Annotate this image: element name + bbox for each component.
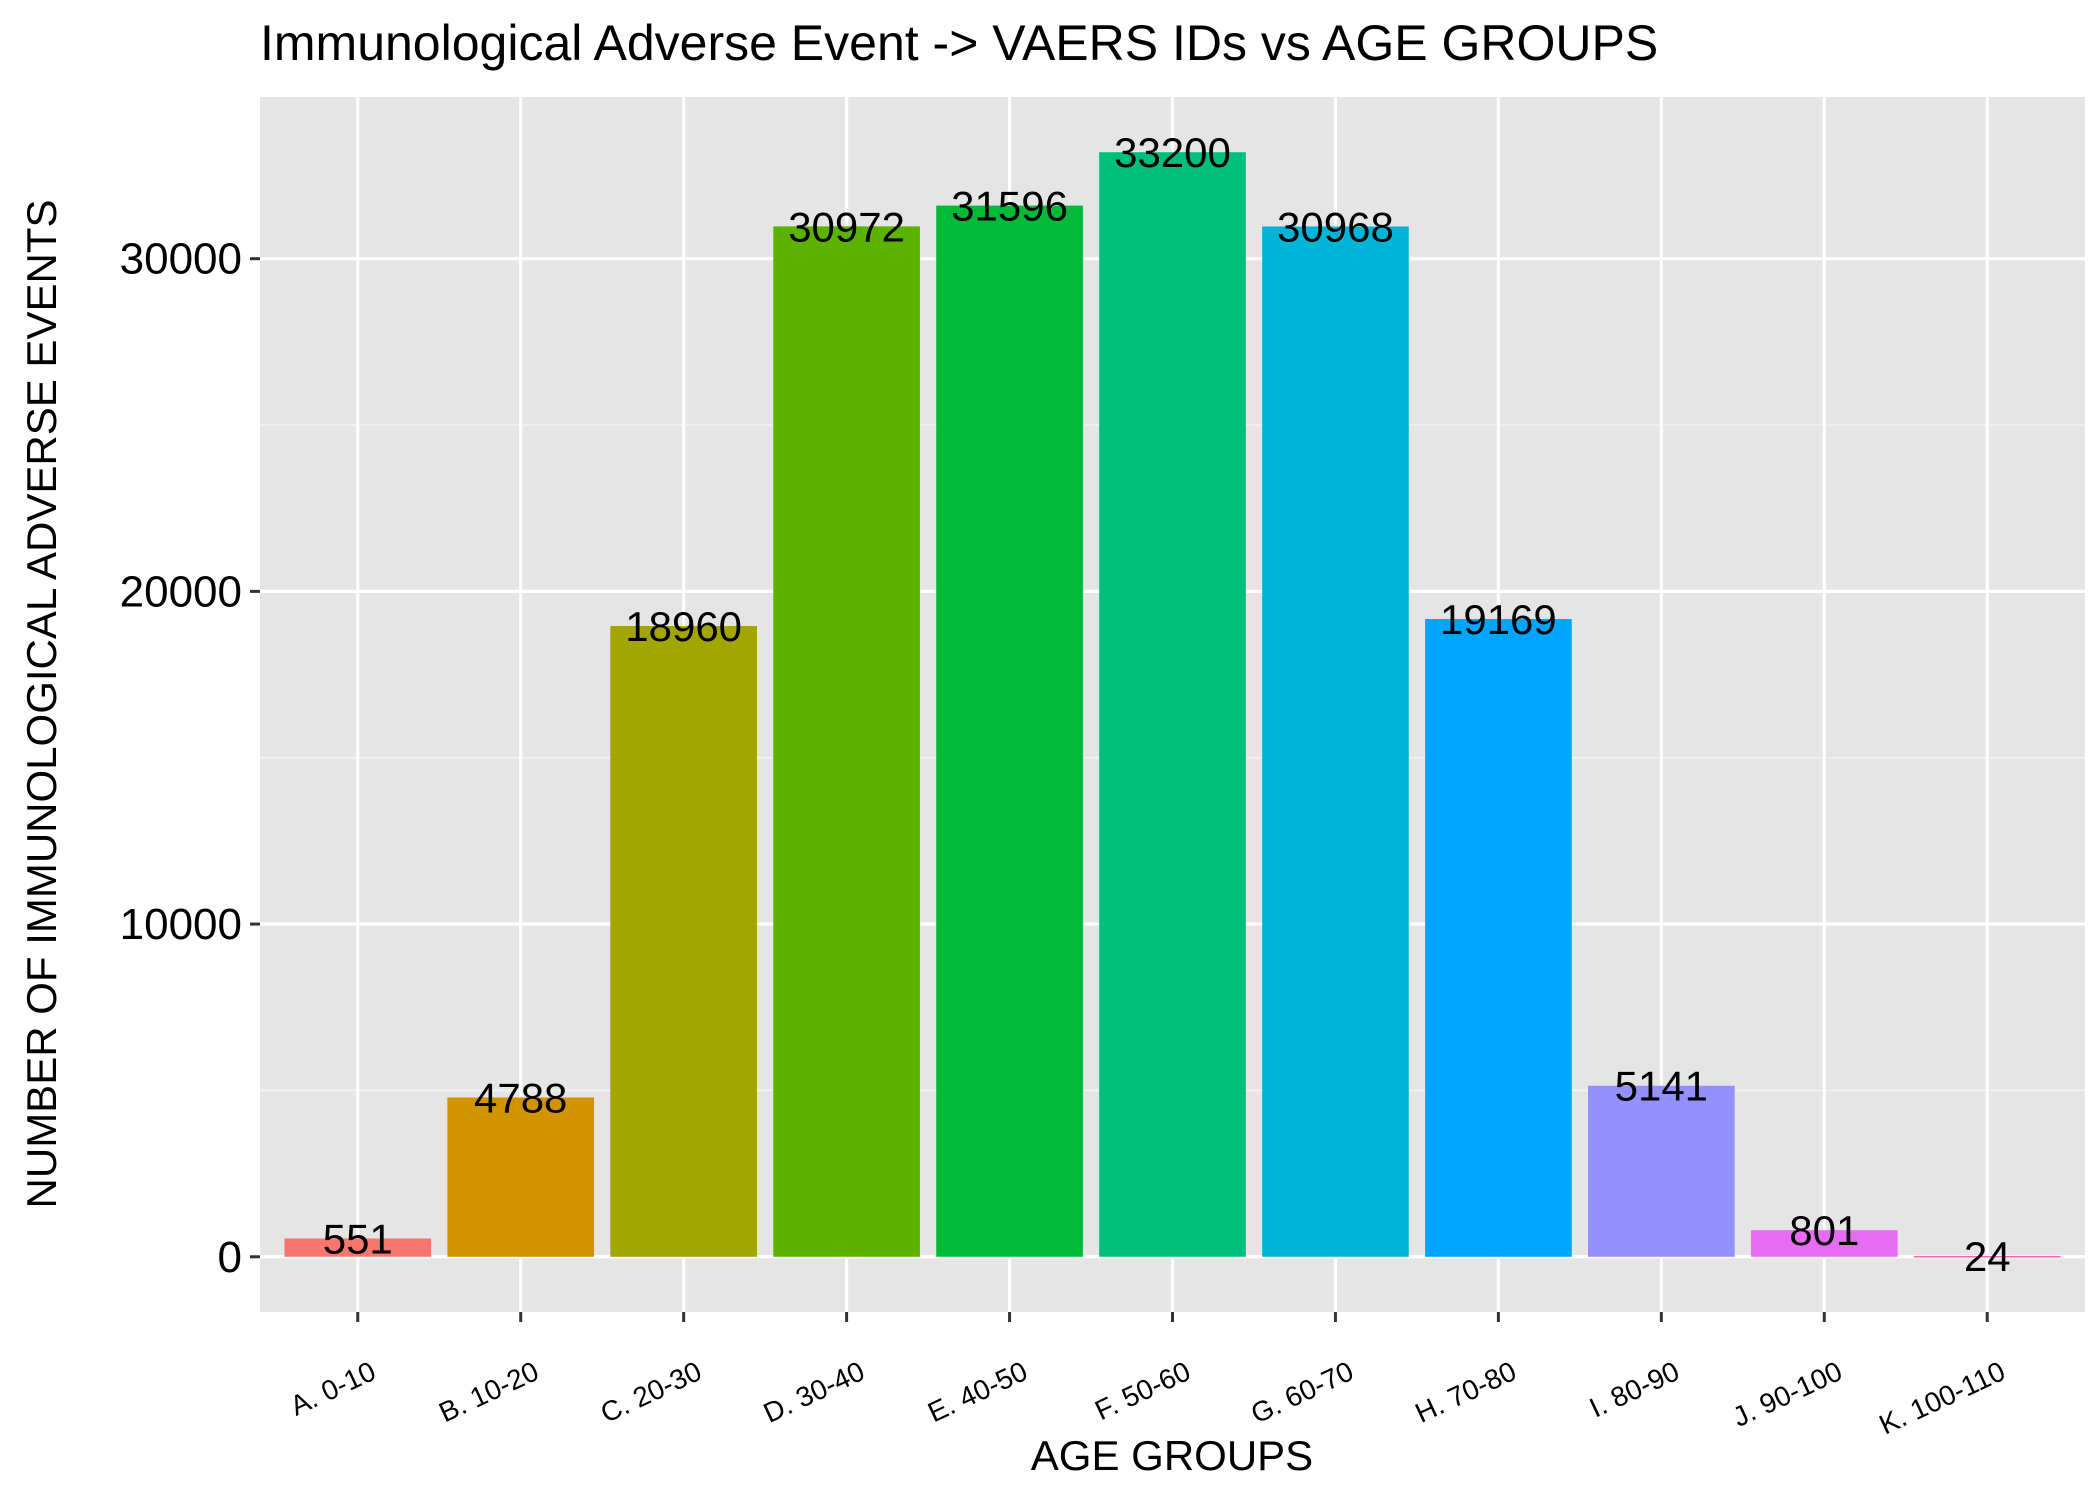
x-tick-label: C. 20-30 bbox=[596, 1355, 706, 1428]
bar-j-90-100 bbox=[1750, 1230, 1898, 1257]
bar-d-30-40 bbox=[773, 226, 920, 1257]
bar-k-100-110 bbox=[1913, 1255, 2061, 1258]
bar-i-80-90 bbox=[1588, 1085, 1735, 1257]
bar-g-60-70 bbox=[1262, 226, 1409, 1257]
bar-b-10-20 bbox=[447, 1097, 595, 1257]
x-tick-label: D. 30-40 bbox=[759, 1355, 869, 1428]
bar-value-labels: 551 4788 18960 30972 31596 33200 30968 19169 514… bbox=[323, 129, 2011, 1280]
y-tick-label: 20000 bbox=[120, 567, 242, 616]
x-tick-label: J. 90-100 bbox=[1728, 1355, 1847, 1432]
bar-value-label: 19169 bbox=[1440, 596, 1557, 643]
bar-value-label: 5141 bbox=[1615, 1063, 1708, 1110]
bar-c-20-30 bbox=[610, 625, 757, 1257]
y-axis-title: NUMBER OF IMMUNOLOGICAL ADVERSE EVENTS bbox=[18, 200, 65, 1209]
bar-h-70-80 bbox=[1425, 619, 1572, 1257]
bar-value-label: 31596 bbox=[951, 183, 1068, 230]
bar-value-label: 30968 bbox=[1277, 203, 1394, 250]
bar-value-label: 801 bbox=[1789, 1207, 1859, 1254]
bar-e-40-50 bbox=[936, 205, 1083, 1257]
x-tick-label: A. 0-10 bbox=[285, 1355, 380, 1421]
x-tick-label: K. 100-110 bbox=[1874, 1355, 2009, 1440]
bar-value-label: 551 bbox=[323, 1215, 393, 1262]
y-axis: 0 10000 20000 30000 bbox=[120, 235, 260, 1282]
bar-value-label: 4788 bbox=[474, 1074, 567, 1121]
x-axis: A. 0-10 B. 10-20 C. 20-30 D. 30-40 E. 40-50 F… bbox=[285, 1312, 2010, 1440]
chart-title: Immunological Adverse Event -> VAERS IDs… bbox=[260, 15, 1658, 71]
x-axis-title: AGE GROUPS bbox=[1031, 1432, 1313, 1479]
bar-value-label: 24 bbox=[1964, 1233, 2011, 1280]
x-tick-label: I. 80-90 bbox=[1585, 1355, 1684, 1423]
x-tick-label: H. 70-80 bbox=[1410, 1355, 1520, 1428]
x-tick-label: F. 50-60 bbox=[1090, 1355, 1195, 1426]
bar-value-label: 30972 bbox=[788, 203, 905, 250]
y-tick-label: 10000 bbox=[120, 900, 242, 949]
bar-value-label: 33200 bbox=[1114, 129, 1231, 176]
bars bbox=[284, 152, 2061, 1258]
bar-a-0-10 bbox=[284, 1238, 432, 1257]
y-tick-label: 30000 bbox=[120, 235, 242, 284]
x-tick-label: B. 10-20 bbox=[434, 1355, 543, 1428]
bar-value-label: 18960 bbox=[625, 603, 742, 650]
x-tick-label: E. 40-50 bbox=[923, 1355, 1032, 1428]
x-tick-label: G. 60-70 bbox=[1246, 1355, 1358, 1429]
y-tick-label: 0 bbox=[218, 1233, 242, 1282]
bar-f-50-60 bbox=[1099, 152, 1246, 1257]
